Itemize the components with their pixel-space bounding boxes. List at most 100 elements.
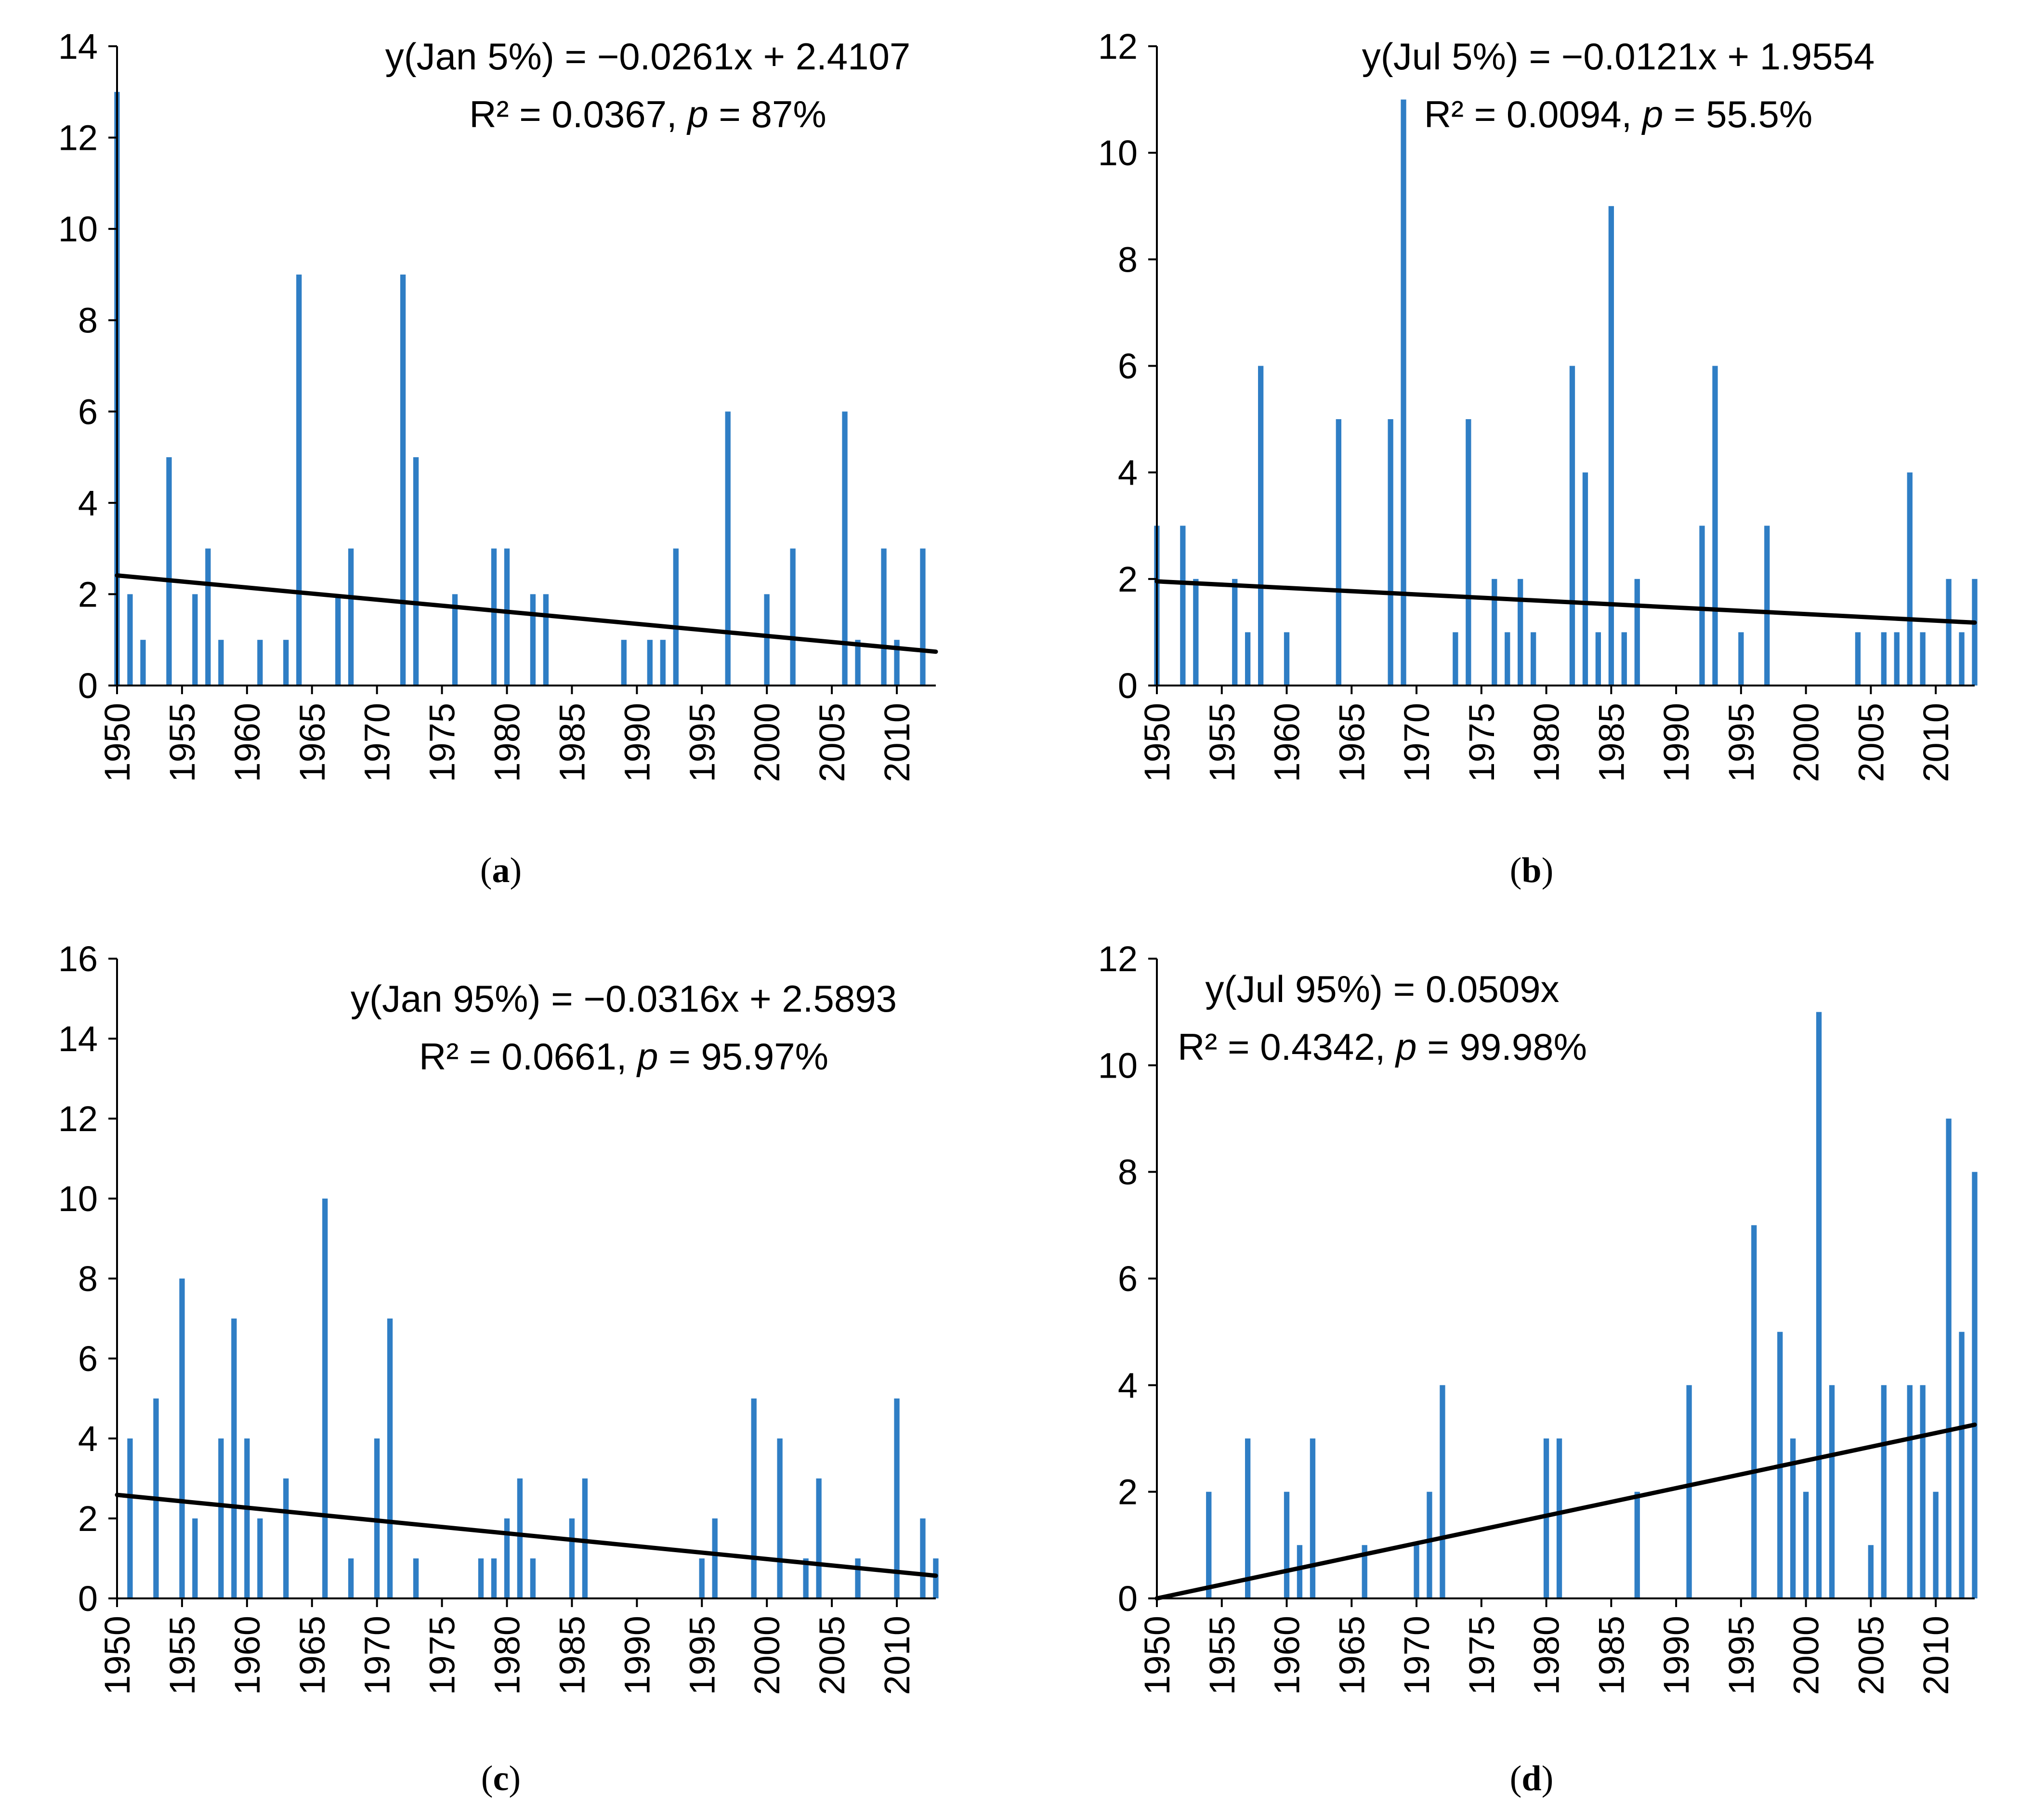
bar-a-1964 <box>296 274 302 686</box>
x-tick-label-c-1965: 1965 <box>292 1616 332 1695</box>
chart-panel-d: 0 2 4 6 8 10 12 1950 1955 1960 1965 1970 1975 1980 198… <box>1098 939 1978 1695</box>
r2-annotation-b: R² = 0.0094, p = 55.5% <box>1424 93 1813 135</box>
bar-b-1976 <box>1492 579 1497 686</box>
y-tick-label-b-8: 8 <box>1118 239 1138 279</box>
x-tick-label-b-1995: 1995 <box>1721 703 1761 782</box>
bar-b-1953 <box>1193 579 1199 686</box>
bar-c-1995 <box>699 1558 705 1598</box>
bar-d-2013 <box>1972 1172 1978 1598</box>
x-tick-label-c-1980: 1980 <box>487 1616 527 1695</box>
bar-b-1978 <box>1518 579 1523 686</box>
p-value-a: = 87% <box>708 93 826 135</box>
caption-c-label: c <box>493 1759 509 1798</box>
y-tick-label-b-10: 10 <box>1098 133 1138 173</box>
bar-b-1992 <box>1699 526 1705 686</box>
x-tick-label-b-1975: 1975 <box>1462 703 1502 782</box>
y-tick-label-a-14: 14 <box>58 26 98 66</box>
bar-c-2004 <box>816 1478 822 1598</box>
y-tick-label-a-0: 0 <box>78 666 98 706</box>
bar-c-2007 <box>855 1558 861 1598</box>
bar-d-1954 <box>1206 1491 1212 1598</box>
y-tick-label-d-0: 0 <box>1118 1579 1138 1619</box>
r2-annotation-c: R² = 0.0661, p = 95.97% <box>419 1035 828 1078</box>
y-tick-label-d-4: 4 <box>1118 1365 1138 1405</box>
bar-c-1960 <box>244 1438 250 1598</box>
bar-c-1980 <box>504 1518 510 1598</box>
y-tick-label-a-6: 6 <box>78 392 98 432</box>
bar-c-1956 <box>192 1518 198 1598</box>
bar-b-1958 <box>1258 366 1264 686</box>
r2-value-b: R² = 0.0094, <box>1424 93 1642 135</box>
bar-a-1968 <box>348 548 354 686</box>
caption-c: (c) <box>481 1759 521 1798</box>
x-tick-label-d-1950: 1950 <box>1137 1616 1177 1695</box>
bar-a-1967 <box>335 594 341 686</box>
bar-c-1961 <box>257 1518 263 1598</box>
bar-a-1972 <box>400 274 406 686</box>
bar-c-1999 <box>751 1398 757 1598</box>
y-tick-label-b-0: 0 <box>1118 666 1138 706</box>
x-tick-label-d-1985: 1985 <box>1591 1616 1631 1695</box>
bar-b-1993 <box>1712 366 1718 686</box>
x-tick-label-b-1970: 1970 <box>1397 703 1437 782</box>
caption-a: (a) <box>480 851 522 890</box>
bar-b-2009 <box>1920 632 1926 686</box>
x-tick-label-c-1975: 1975 <box>422 1616 462 1695</box>
p-value-b: = 55.5% <box>1663 93 1812 135</box>
y-tick-label-a-8: 8 <box>78 301 98 341</box>
bar-b-1987 <box>1634 579 1640 686</box>
x-tick-label-a-1950: 1950 <box>97 703 137 782</box>
bar-a-1976 <box>452 594 458 686</box>
bar-b-1956 <box>1232 579 1238 686</box>
x-tick-label-d-1980: 1980 <box>1527 1616 1567 1695</box>
bar-b-1974 <box>1466 419 1471 686</box>
bar-b-2011 <box>1946 579 1952 686</box>
bar-c-1996 <box>712 1518 718 1598</box>
y-tick-label-c-14: 14 <box>58 1019 98 1059</box>
bar-a-2009 <box>881 548 887 686</box>
bar-d-1961 <box>1297 1545 1303 1598</box>
y-tick-label-c-4: 4 <box>78 1419 98 1459</box>
bar-a-1957 <box>205 548 211 686</box>
bar-b-1973 <box>1453 632 1458 686</box>
y-tick-label-c-8: 8 <box>78 1259 98 1299</box>
x-tick-label-c-1990: 1990 <box>617 1616 657 1695</box>
p-value-c: = 95.97% <box>658 1035 828 1078</box>
bar-d-1980 <box>1543 1438 1549 1598</box>
x-tick-label-c-1955: 1955 <box>162 1616 202 1695</box>
bar-b-1984 <box>1595 632 1601 686</box>
bar-c-1985 <box>569 1518 575 1598</box>
bar-c-2010 <box>894 1398 900 1598</box>
x-tick-label-c-1995: 1995 <box>682 1616 722 1695</box>
x-tick-label-c-2010: 2010 <box>877 1616 917 1695</box>
equation-b: y(Jul 5%) = −0.0121x + 1.9554 <box>1362 35 1875 78</box>
bar-b-2008 <box>1907 472 1913 686</box>
bar-a-1954 <box>166 457 172 686</box>
x-tick-label-a-2005: 2005 <box>812 703 852 782</box>
bar-d-1999 <box>1790 1438 1796 1598</box>
bar-b-1957 <box>1245 632 1251 686</box>
y-tick-label-a-12: 12 <box>58 118 98 158</box>
x-tick-label-a-1955: 1955 <box>162 703 202 782</box>
x-tick-label-a-1990: 1990 <box>617 703 657 782</box>
bar-b-1986 <box>1621 632 1627 686</box>
y-tick-label-c-16: 16 <box>58 939 98 979</box>
chart-panel-a: 0 2 4 6 8 10 12 14 1950 1955 1960 1965 1970 1975 1980 1… <box>58 26 938 782</box>
bar-c-1981 <box>517 1478 523 1598</box>
bar-d-2001 <box>1816 1012 1822 1598</box>
bar-d-1987 <box>1634 1491 1640 1598</box>
bar-b-1968 <box>1388 419 1393 686</box>
bar-d-2005 <box>1868 1545 1874 1598</box>
x-tick-label-a-1965: 1965 <box>292 703 332 782</box>
bar-a-1980 <box>504 548 510 686</box>
bar-d-2006 <box>1881 1385 1887 1598</box>
y-tick-label-b-6: 6 <box>1118 346 1138 386</box>
r2-value-a: R² = 0.0367, <box>469 93 687 135</box>
bar-d-1972 <box>1440 1385 1445 1598</box>
bar-a-1951 <box>127 594 133 686</box>
bar-c-1959 <box>231 1319 237 1598</box>
bar-c-1971 <box>387 1319 393 1598</box>
bar-c-1973 <box>413 1558 419 1598</box>
bar-a-2000 <box>764 594 770 686</box>
x-tick-label-d-1970: 1970 <box>1397 1616 1437 1695</box>
